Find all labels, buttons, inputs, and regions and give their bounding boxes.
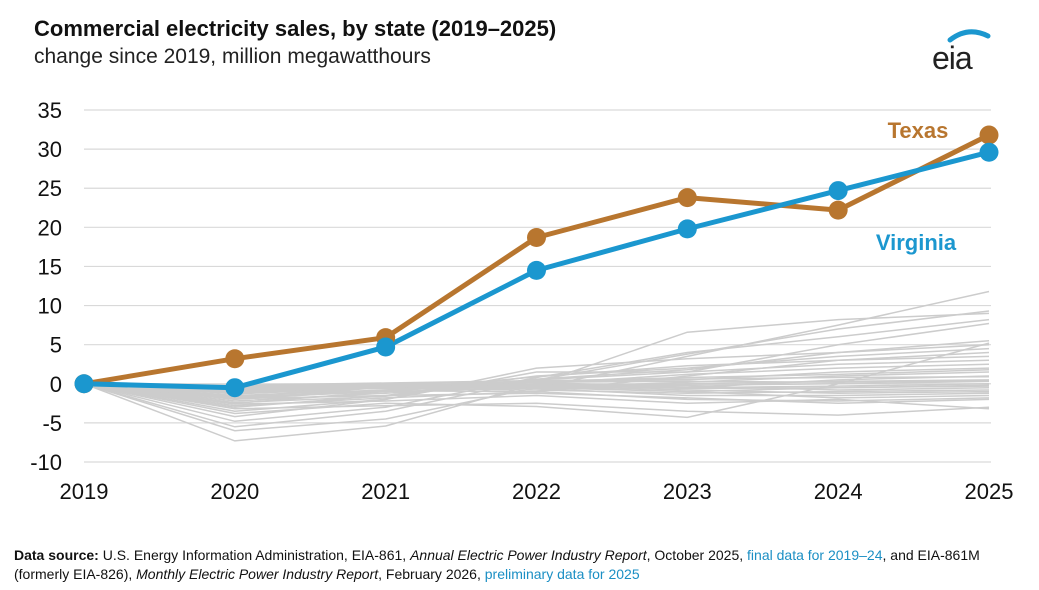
source-link-preliminary[interactable]: preliminary data for 2025 (484, 566, 640, 582)
source-italic-1: Annual Electric Power Industry Report (410, 547, 647, 563)
x-tick-label: 2021 (361, 479, 410, 504)
x-tick-label: 2019 (60, 479, 109, 504)
y-tick-label: 35 (38, 98, 62, 123)
other-state-line (83, 322, 990, 418)
other-state-line (83, 383, 990, 405)
logo-arc-icon (947, 29, 991, 43)
data-point-texas (979, 125, 999, 145)
x-tick-label: 2024 (814, 479, 863, 504)
source-text-4: , February 2026, (378, 566, 485, 582)
y-tick-label: -5 (42, 411, 62, 436)
data-point-texas (225, 349, 245, 369)
data-point-virginia (376, 337, 396, 357)
data-point-virginia (527, 260, 546, 280)
source-text-3: , and EIA-861M (formerly EIA-826), (14, 547, 980, 582)
x-tick-label: 2023 (663, 479, 712, 504)
data-point-virginia (979, 142, 999, 162)
line-chart: 35 30 25 20 15 10 5 0 -5 -10 2019 2020 2021 2022 2023 2… (30, 98, 1014, 504)
chart-subtitle: change since 2019, million megawatthours (34, 45, 431, 68)
source-link-final[interactable]: final data for 2019–24 (747, 547, 883, 563)
source-text-2: , October 2025, (646, 547, 748, 563)
y-tick-label: 0 (50, 372, 62, 397)
data-point-texas (828, 200, 848, 220)
y-tick-label: 20 (38, 215, 62, 240)
chart-title: Commercial electricity sales, by state (… (34, 16, 557, 41)
other-state-line (83, 318, 990, 423)
data-point-virginia (828, 181, 848, 201)
eia-logo: eia (928, 26, 994, 76)
x-tick-label: 2020 (210, 479, 259, 504)
y-tick-label: -10 (30, 450, 62, 475)
y-tick-label: 25 (38, 176, 62, 201)
data-source-note: Data source: U.S. Energy Information Adm… (14, 546, 1029, 584)
source-text-1: U.S. Energy Information Administration, … (98, 547, 411, 563)
data-point-texas (527, 228, 546, 248)
x-tick-label: 2022 (512, 479, 561, 504)
source-label: Data source: (14, 547, 99, 563)
series-label-texas: Texas (888, 118, 949, 143)
data-point-virginia (677, 219, 697, 239)
data-point-texas (677, 188, 697, 208)
series-line-texas (83, 132, 991, 387)
data-point-virginia (225, 378, 245, 398)
x-tick-label: 2025 (965, 479, 1014, 504)
y-tick-label: 5 (50, 333, 62, 358)
other-state-line (83, 310, 990, 428)
data-point-virginia (74, 374, 94, 394)
y-tick-label: 10 (38, 294, 62, 319)
series-label-virginia: Virginia (876, 230, 957, 255)
logo-text: eia (932, 40, 973, 76)
other-state-line (83, 383, 990, 416)
y-tick-label: 15 (38, 254, 62, 279)
y-tick-label: 30 (38, 137, 62, 162)
other-state-line (83, 340, 990, 404)
source-italic-2: Monthly Electric Power Industry Report (136, 566, 379, 582)
other-state-line (83, 383, 990, 410)
